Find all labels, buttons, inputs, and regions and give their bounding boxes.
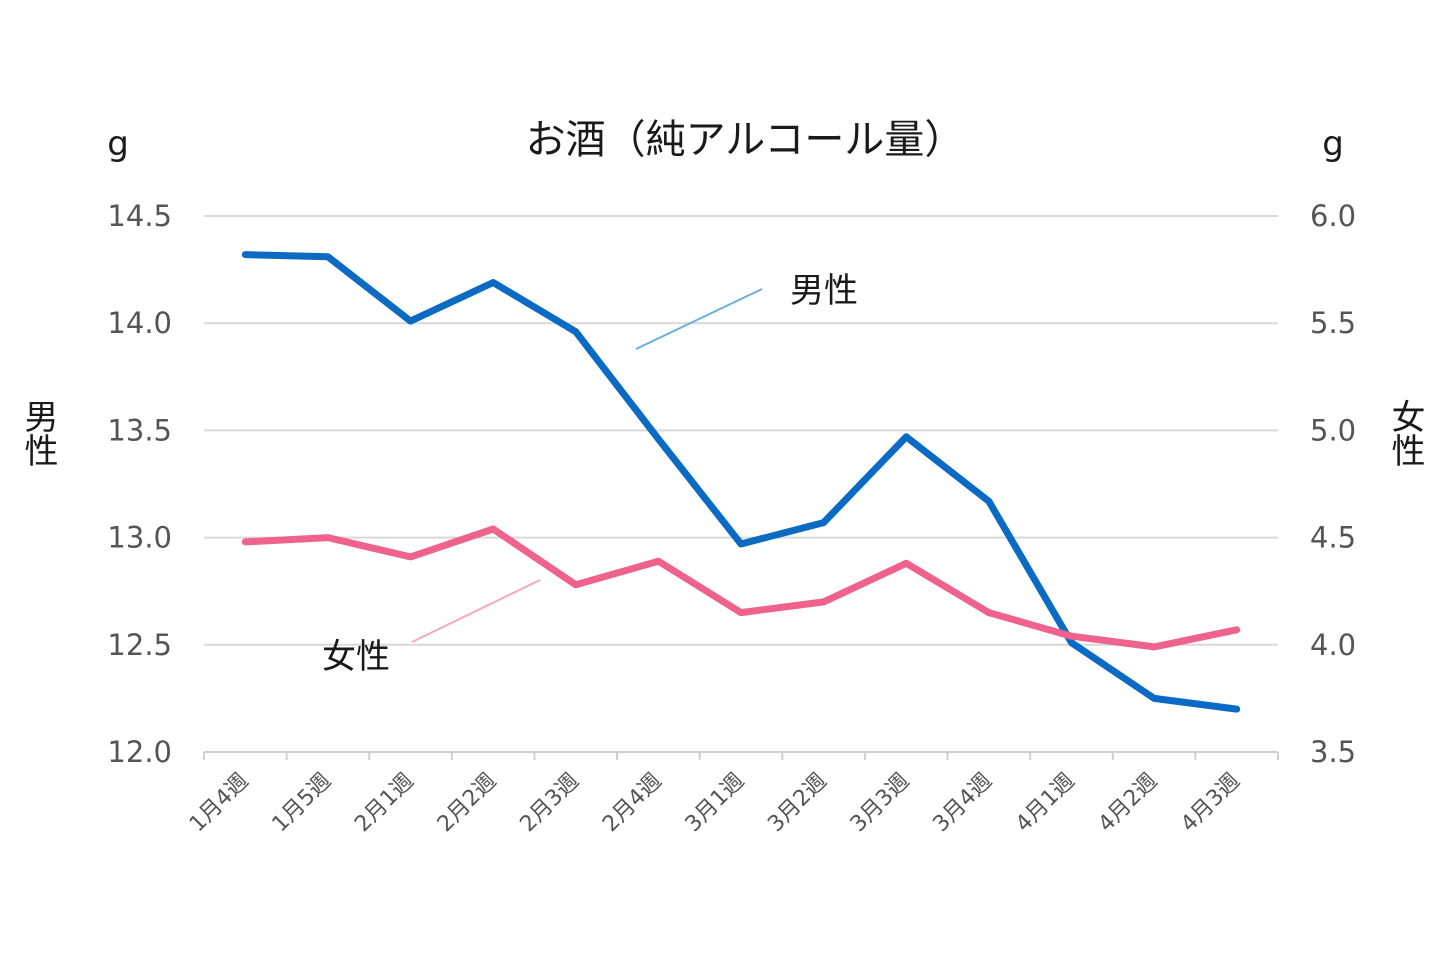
left-tick-label: 14.0 — [107, 306, 172, 340]
series-label-female: 女性 — [322, 637, 390, 677]
series-label-male: 男性 — [790, 271, 858, 311]
left-tick-label: 13.5 — [107, 413, 172, 447]
x-tick-label: 1月4週 — [185, 769, 254, 838]
series-lines — [241, 251, 1241, 713]
x-tick-label: 3月2週 — [763, 769, 832, 838]
left-tick-label: 13.0 — [107, 521, 172, 555]
left-tick-label: 14.5 — [107, 199, 172, 233]
x-axis-ticks: 1月4週 1月5週 2月1週 2月2週 2月3週 2月4週 3月1週 3月2週 3月3週 3月4週… — [185, 752, 1279, 838]
right-tick-label: 5.0 — [1310, 413, 1356, 447]
series-line-female — [241, 525, 1241, 651]
x-tick-label: 4月1週 — [1011, 769, 1080, 838]
right-tick-label: 5.5 — [1310, 306, 1356, 340]
x-tick-label: 3月3週 — [846, 769, 915, 838]
left-axis-ticks: 14.5 14.0 13.5 13.0 12.5 12.0 — [107, 199, 172, 769]
chart-title: お酒（純アルコール量） — [526, 117, 965, 163]
x-tick-label: 3月4週 — [928, 769, 997, 838]
right-tick-label: 6.0 — [1310, 199, 1356, 233]
right-axis-unit: g — [1322, 124, 1344, 164]
right-tick-label: 3.5 — [1310, 735, 1356, 769]
gridlines — [204, 215, 1278, 753]
x-tick-label: 2月4週 — [598, 769, 667, 838]
x-tick-label: 3月1週 — [681, 769, 750, 838]
left-tick-label: 12.5 — [107, 628, 172, 662]
x-tick-label: 2月3週 — [515, 769, 584, 838]
right-tick-label: 4.0 — [1310, 628, 1356, 662]
right-tick-label: 4.5 — [1310, 521, 1356, 555]
right-axis-label: 女性 — [1385, 399, 1425, 467]
right-axis-ticks: 6.0 5.5 5.0 4.5 4.0 3.5 — [1310, 199, 1356, 769]
x-tick-label: 2月1週 — [350, 769, 419, 838]
left-tick-label: 12.0 — [107, 735, 172, 769]
leader-line-male — [635, 288, 763, 350]
x-tick-label: 4月2週 — [1094, 769, 1163, 838]
x-tick-label: 2月2週 — [433, 769, 502, 838]
x-tick-label: 4月3週 — [1176, 769, 1245, 838]
left-axis-unit: g — [107, 124, 129, 164]
leader-line-female — [411, 579, 541, 643]
series-line-male — [241, 251, 1241, 713]
x-tick-label: 1月5週 — [268, 769, 337, 838]
left-axis-label: 男性 — [18, 399, 58, 467]
